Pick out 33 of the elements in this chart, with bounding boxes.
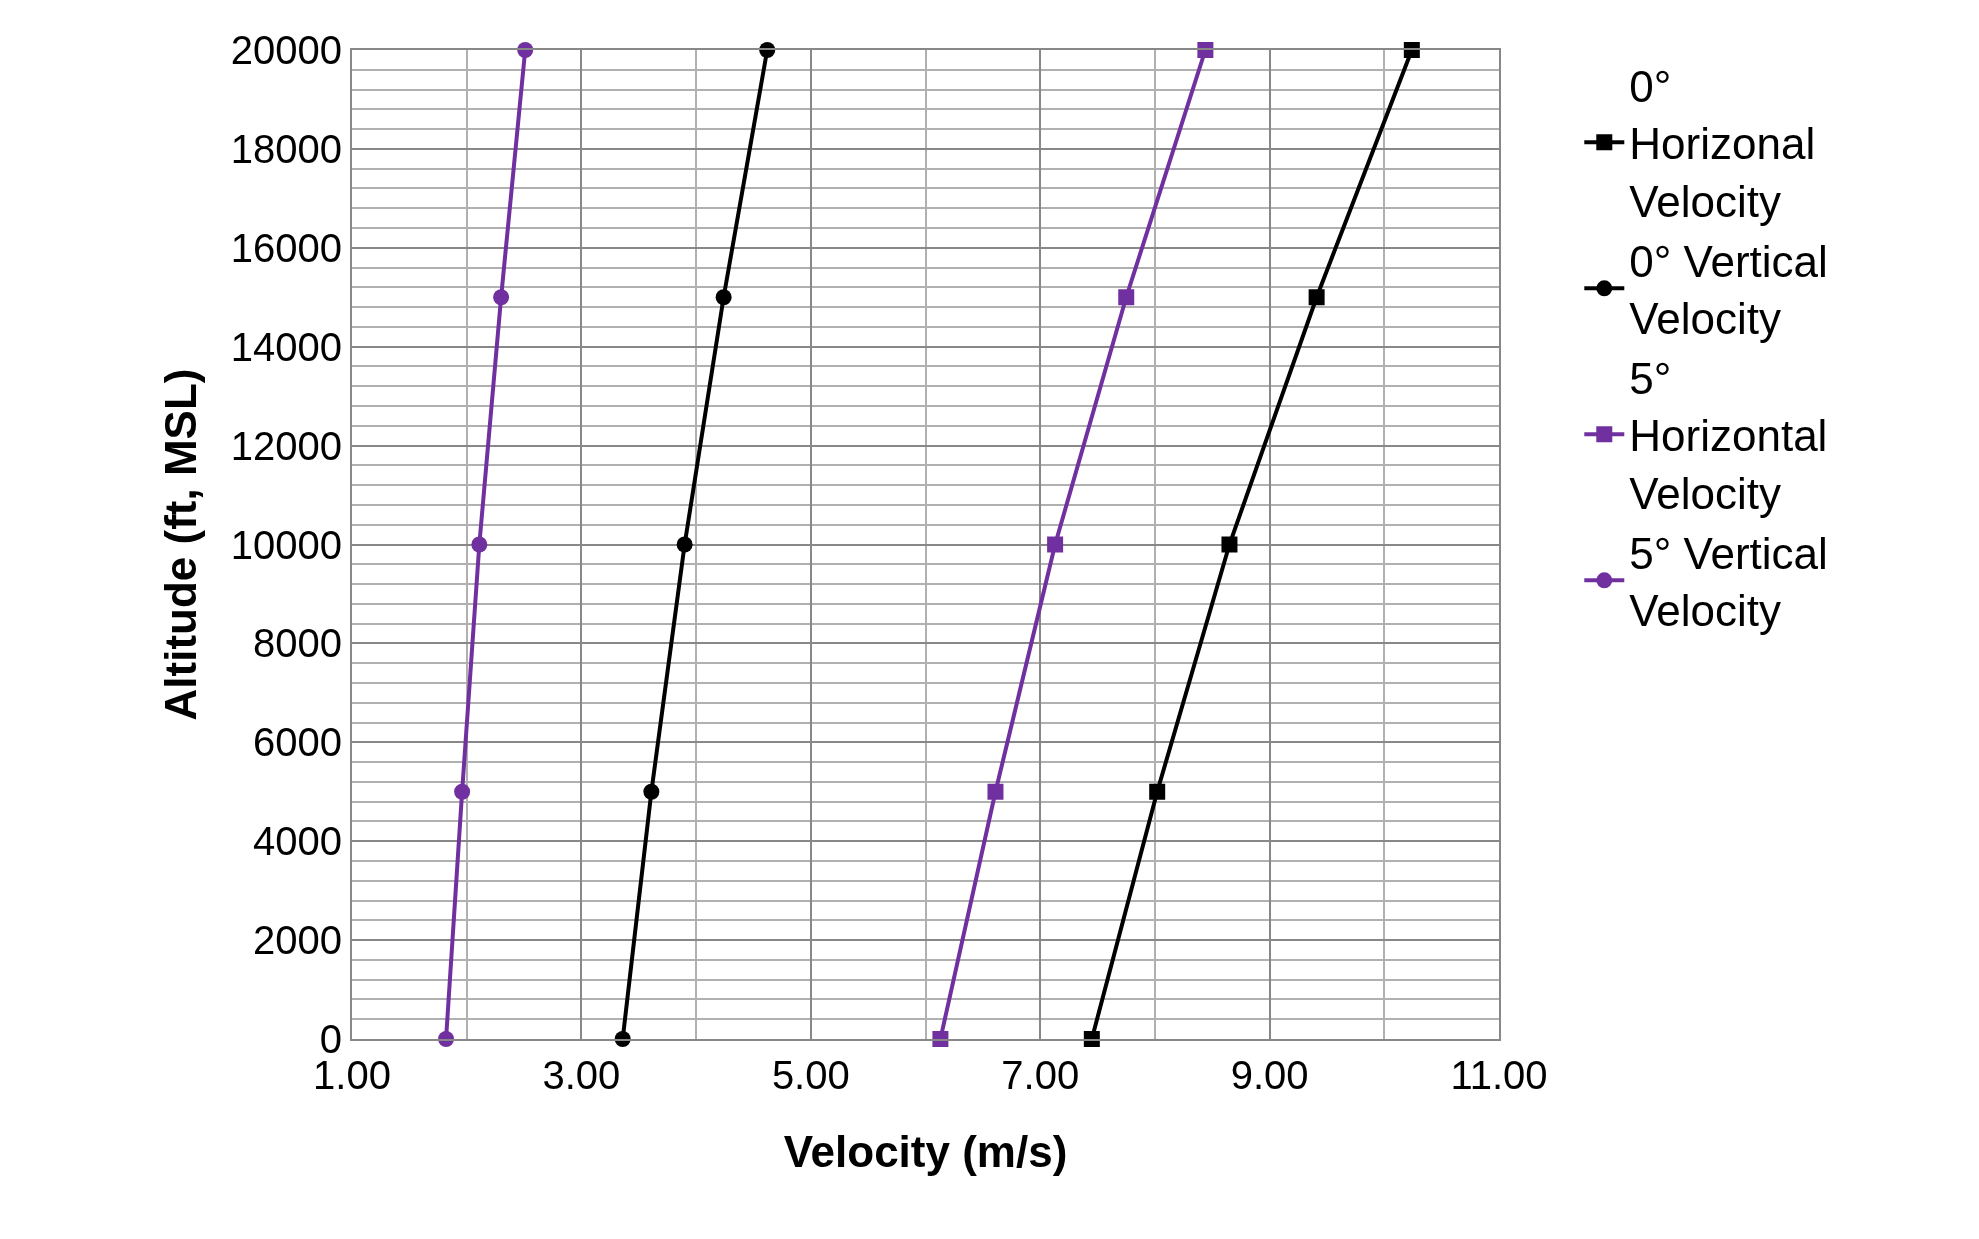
point — [643, 783, 660, 800]
point — [1047, 536, 1064, 553]
point — [1149, 783, 1166, 800]
legend-label: 5° Horizontal Velocity — [1629, 354, 1828, 518]
legend-label: 0° Horizonal Velocity — [1629, 62, 1816, 226]
point — [1221, 536, 1238, 553]
y-tick-label: 14000 — [230, 324, 342, 369]
x-axis-title: Velocity (m/s) — [783, 1126, 1068, 1176]
y-tick-label: 2000 — [253, 918, 342, 963]
x-tick-label: 9.00 — [1230, 1053, 1309, 1097]
y-tick-label: 16000 — [230, 225, 342, 270]
legend-label: 5° Vertical Velocity — [1629, 528, 1828, 636]
y-tick-label: 18000 — [230, 126, 342, 171]
legend-label: 0° Vertical Velocity — [1629, 236, 1828, 344]
y-tick-label: 4000 — [253, 819, 342, 864]
point — [1118, 289, 1135, 306]
point — [493, 289, 510, 306]
y-tick-label: 20000 — [230, 28, 342, 72]
y-tick-label: 10000 — [230, 522, 342, 567]
y-tick-label: 8000 — [253, 621, 342, 666]
point — [1308, 289, 1325, 306]
point — [454, 783, 471, 800]
x-tick-label: 11.00 — [1450, 1053, 1548, 1097]
y-tick-label: 6000 — [253, 720, 342, 765]
y-axis-title: Altitude (ft, MSL) — [156, 368, 206, 721]
point — [471, 536, 488, 553]
point — [676, 536, 693, 553]
x-tick-label: 5.00 — [771, 1053, 850, 1097]
y-tick-label: 12000 — [230, 423, 342, 468]
x-tick-label: 7.00 — [1001, 1053, 1080, 1097]
point — [987, 783, 1004, 800]
point — [715, 289, 732, 306]
x-tick-label: 3.00 — [542, 1053, 621, 1097]
